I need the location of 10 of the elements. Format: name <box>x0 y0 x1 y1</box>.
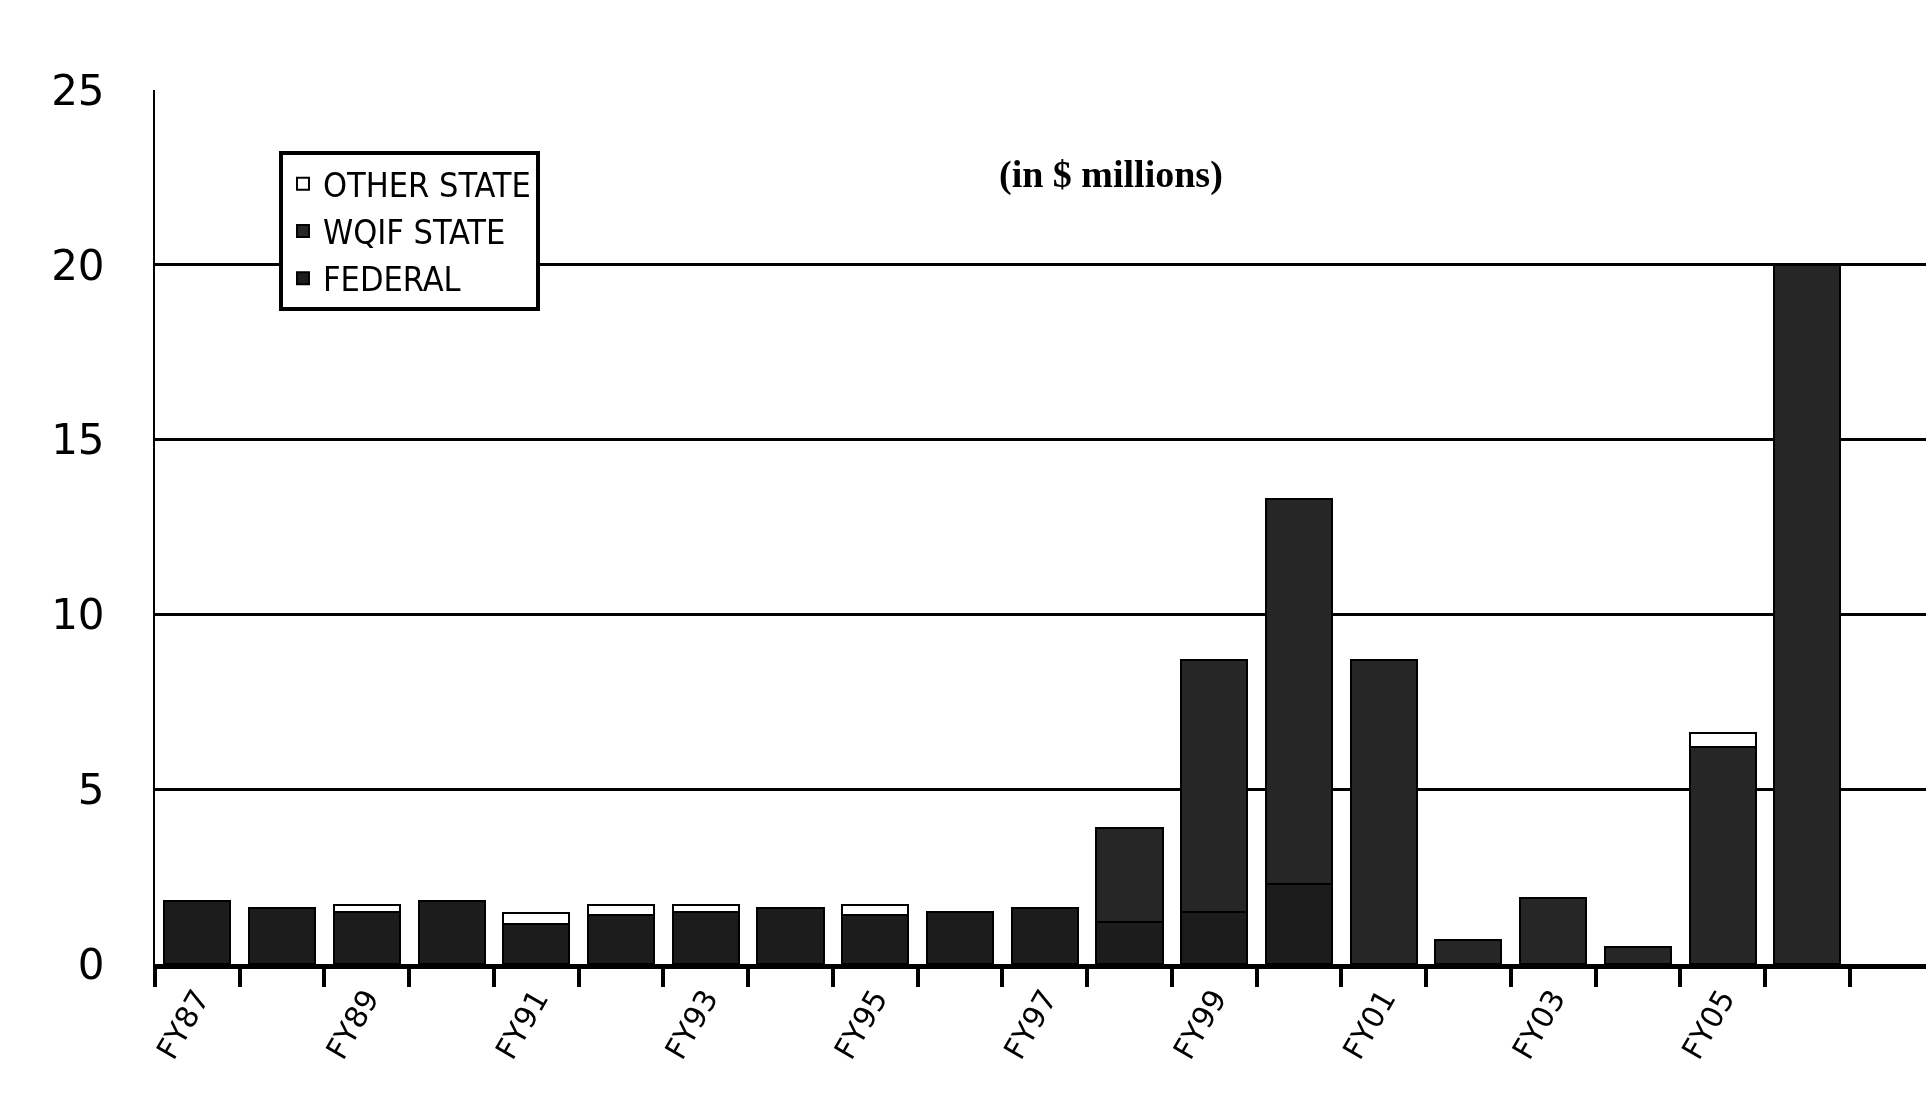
legend-label: OTHER STATE <box>322 165 531 206</box>
legend-label: FEDERAL <box>322 259 461 300</box>
y-tick-label: 10 <box>51 590 105 640</box>
y-tick-label: 5 <box>77 764 105 814</box>
y-tick-label: 0 <box>77 939 105 989</box>
y-tick-label: 20 <box>51 240 105 290</box>
legend-label: WQIF STATE <box>322 212 506 253</box>
annotation: (in $ millions) <box>999 153 1223 196</box>
y-tick-label: 15 <box>51 415 105 465</box>
y-tick-label: 25 <box>51 65 105 115</box>
